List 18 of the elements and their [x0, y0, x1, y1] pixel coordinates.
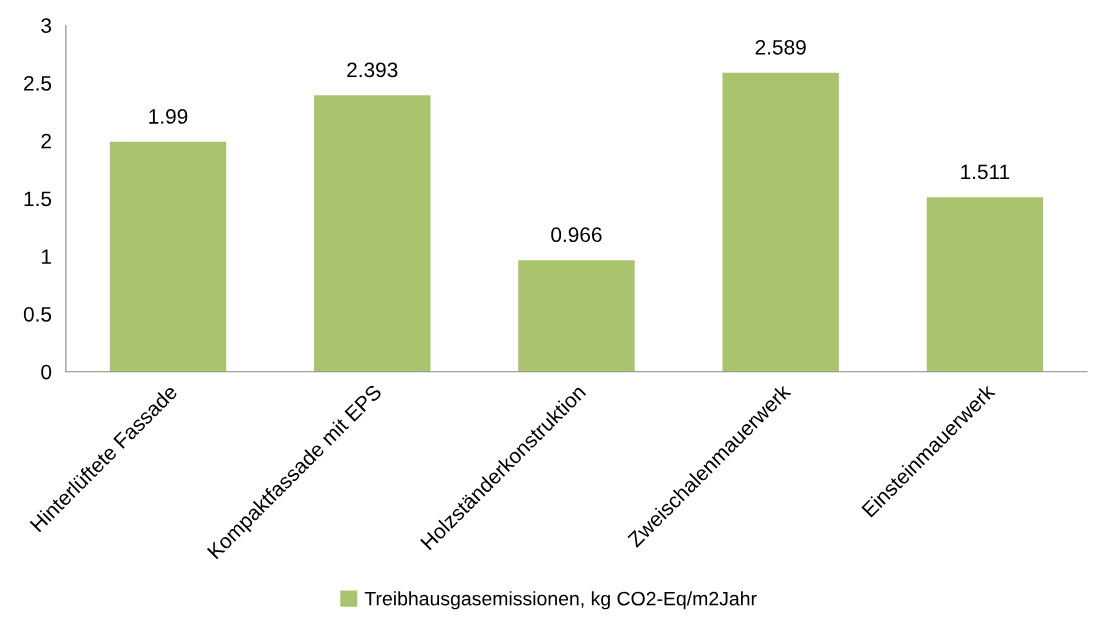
bar: [926, 197, 1044, 372]
bar: [722, 72, 839, 372]
y-tick-label: 0: [41, 364, 52, 380]
data-label: 2.393: [347, 62, 398, 78]
y-tick-label: 1: [41, 249, 51, 264]
legend-label: Treibhausgasemissionen, kg CO2-Eq/m2Jahr: [364, 591, 757, 610]
bar: [518, 260, 635, 372]
y-tick-label: 2.5: [24, 75, 52, 91]
data-label: 2.589: [755, 39, 806, 55]
y-tick-label: 1.5: [24, 191, 52, 207]
y-tick-label: 2: [41, 133, 51, 149]
data-label: 1.511: [961, 164, 1010, 180]
bar: [109, 141, 227, 372]
data-label: 0.966: [551, 227, 602, 243]
bar: [314, 95, 431, 372]
y-tick-label: 3: [41, 18, 52, 33]
y-tick-label: 0.5: [23, 306, 52, 322]
data-label: 1.99: [149, 109, 188, 124]
